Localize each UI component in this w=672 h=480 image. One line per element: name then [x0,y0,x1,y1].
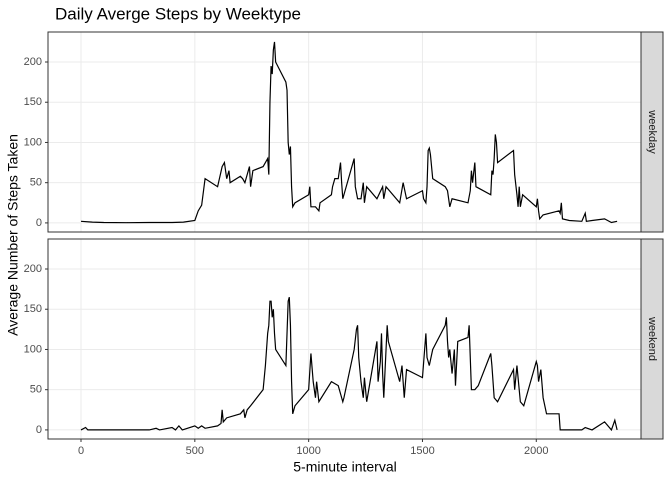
panel-background [48,32,641,232]
y-tick-label: 0 [36,217,42,229]
x-tick-label: 1000 [296,445,320,457]
y-tick-label: 200 [24,263,42,275]
y-tick-label: 100 [24,136,42,148]
data-line [80,41,618,224]
x-axis-label: 5-minute interval [293,459,397,475]
y-tick-label: 0 [36,424,42,436]
panel-background [48,239,641,439]
y-tick-label: 100 [24,343,42,355]
x-tick-label: 0 [78,445,84,457]
y-tick-label: 50 [30,177,42,189]
x-tick-label: 1500 [410,445,434,457]
y-tick-label: 200 [24,56,42,68]
y-tick-label: 150 [24,96,42,108]
y-tick-label: 150 [24,303,42,315]
chart-title: Daily Averge Steps by Weektype [55,4,301,23]
y-axis-label: Average Number of Steps Taken [5,134,21,336]
x-tick-label: 500 [186,445,204,457]
data-line [80,297,618,432]
x-tick-label: 2000 [524,445,548,457]
strip-label: weekend [646,316,658,361]
strip [640,238,664,440]
strip [640,31,664,233]
y-tick-label: 50 [30,384,42,396]
strip-label: weekday [646,109,658,154]
